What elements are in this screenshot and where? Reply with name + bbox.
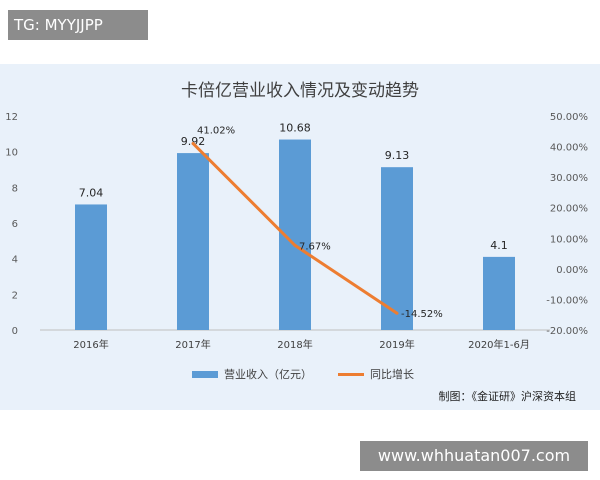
bar-label-0: 7.04 <box>79 186 104 199</box>
y-left-tick-label: 2 <box>12 290 18 301</box>
legend-item-growth: 同比增长 <box>338 366 414 382</box>
bar-0 <box>75 204 107 330</box>
y-right-tick-label: 10.00% <box>550 234 588 245</box>
y-right-tick-label: 30.00% <box>550 173 588 184</box>
y-right-tick-label: -10.00% <box>546 295 588 306</box>
growth-label-2: 7.67% <box>299 241 331 252</box>
y-left-tick-label: 10 <box>5 148 18 159</box>
bar-4 <box>483 256 515 330</box>
y-right-tick-label: 40.00% <box>550 143 588 154</box>
watermark: www.whhuatan007.com <box>360 441 588 471</box>
source-note: 制图：《金证研》沪深资本组 <box>438 390 577 403</box>
y-right-tick-label: 20.00% <box>550 204 588 215</box>
legend-label-growth: 同比增长 <box>370 368 414 381</box>
bar-label-2: 10.68 <box>279 122 311 135</box>
x-tick-label-0: 2016年 <box>73 338 108 351</box>
growth-label-3: -14.52% <box>401 309 443 320</box>
growth-label-1: 41.02% <box>197 125 235 136</box>
x-tick-label-3: 2019年 <box>379 338 414 351</box>
y-left-tick-label: 4 <box>12 255 18 266</box>
tag-banner: TG: MYYJJPP <box>8 10 148 40</box>
growth-point-1 <box>191 141 195 145</box>
y-left-tick-label: 12 <box>5 112 18 123</box>
chart-panel: 0 2 4 6 8 10 12 -20.00% -10.00% 0.00% 10.00% 20.00%… <box>0 64 600 410</box>
legend-label-revenue: 营业收入（亿元） <box>224 368 312 381</box>
y-left-tick-label: 0 <box>12 326 18 337</box>
y-left-tick-label: 8 <box>12 183 18 194</box>
x-tick-label-2: 2018年 <box>277 338 312 351</box>
bar-label-1: 9.92 <box>181 135 206 148</box>
legend-swatch-growth <box>338 372 364 376</box>
x-tick-label-1: 2017年 <box>175 338 210 351</box>
growth-point-3 <box>395 311 399 315</box>
y-right-tick-label: -20.00% <box>546 326 588 337</box>
y-left-tick-label: 6 <box>12 219 18 230</box>
bar-label-4: 4.1 <box>490 239 508 252</box>
growth-point-2 <box>293 243 297 247</box>
legend: 营业收入（亿元） 同比增长 <box>0 366 600 384</box>
chart-title: 卡倍亿营业收入情况及变动趋势 <box>181 81 419 101</box>
y-right-tick-label: 0.00% <box>556 265 588 276</box>
x-tick-label-4: 2020年1-6月 <box>468 338 530 351</box>
bar-3 <box>381 167 413 330</box>
bar-1 <box>177 153 209 330</box>
legend-swatch-revenue <box>192 370 218 378</box>
legend-item-revenue: 营业收入（亿元） <box>192 366 312 382</box>
y-right-tick-label: 50.00% <box>550 112 588 123</box>
bar-label-3: 9.13 <box>385 149 410 162</box>
chart-plot: 0 2 4 6 8 10 12 -20.00% -10.00% 0.00% 10.00% 20.00%… <box>5 112 588 351</box>
